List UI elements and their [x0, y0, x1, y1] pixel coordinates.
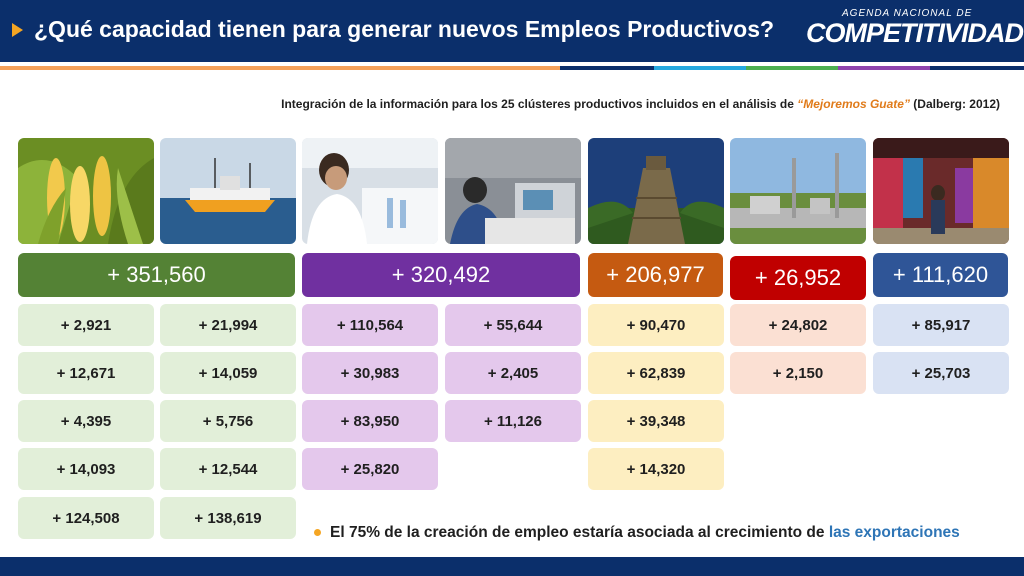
stripe-segment-navy-end [930, 66, 1024, 70]
cluster-value-cell: + 2,405 [445, 352, 581, 394]
mayan-temple-photo [588, 138, 724, 244]
cluster-value-cell: + 39,348 [588, 400, 724, 442]
cluster-value-cell: + 14,320 [588, 448, 724, 490]
cluster-value-cell: + 14,093 [18, 448, 154, 490]
bullet-dot-icon [314, 529, 321, 537]
cluster-value-cell: + 62,839 [588, 352, 724, 394]
cluster-value-cell: + 55,644 [445, 304, 581, 346]
cluster-value-cell: + 5,756 [160, 400, 296, 442]
cluster-value-cell: + 25,820 [302, 448, 438, 490]
cluster-value-cell: + 110,564 [302, 304, 438, 346]
logo-tagline: AGENDA NACIONAL DE [842, 8, 973, 19]
handicraft-market-photo [873, 138, 1009, 244]
cluster-value-cell: + 30,983 [302, 352, 438, 394]
total-cluster-group-3: + 206,977 [588, 253, 723, 297]
competitividad-logo: AGENDA NACIONAL DE COMPETITIVIDAD [806, 8, 1024, 54]
cluster-value-cell: + 11,126 [445, 400, 581, 442]
subtitle-suffix: (Dalberg: 2012) [909, 97, 1000, 111]
subtitle-source: Integración de la información para los 2… [281, 97, 1000, 111]
power-plant-photo [730, 138, 866, 244]
stripe-segment-green [746, 66, 838, 70]
subtitle-prefix: Integración de la información para los 2… [281, 97, 798, 111]
cluster-value-cell: + 83,950 [302, 400, 438, 442]
exports-note: El 75% de la creación de empleo estaría … [314, 524, 960, 542]
color-stripe [0, 66, 1024, 70]
corn-photo [18, 138, 154, 244]
stripe-segment-orange [0, 66, 560, 70]
stripe-segment-purple [838, 66, 930, 70]
stripe-segment-navy [560, 66, 654, 70]
cluster-value-cell: + 24,802 [730, 304, 866, 346]
total-cluster-group-5: + 111,620 [873, 253, 1008, 297]
cluster-value-cell: + 25,703 [873, 352, 1009, 394]
cluster-value-cell: + 85,917 [873, 304, 1009, 346]
total-cluster-group-1: + 351,560 [18, 253, 295, 297]
cluster-value-cell: + 90,470 [588, 304, 724, 346]
fishing-boat-photo [160, 138, 296, 244]
cluster-value-cell: + 14,059 [160, 352, 296, 394]
total-cluster-group-2: + 320,492 [302, 253, 580, 297]
header-bar: ¿Qué capacidad tienen para generar nuevo… [0, 0, 1024, 62]
cluster-value-cell: + 138,619 [160, 497, 296, 539]
cluster-value-cell: + 2,150 [730, 352, 866, 394]
textile-factory-photo [445, 138, 581, 244]
footer-bar [0, 557, 1024, 576]
note-highlight-exports: las exportaciones [828, 524, 960, 541]
total-cluster-group-4: + 26,952 [730, 256, 866, 300]
cluster-value-cell: + 124,508 [18, 497, 154, 539]
cluster-value-cell: + 2,921 [18, 304, 154, 346]
play-triangle-icon [12, 23, 23, 37]
cluster-value-cell: + 4,395 [18, 400, 154, 442]
cluster-value-cell: + 12,671 [18, 352, 154, 394]
page-title: ¿Qué capacidad tienen para generar nuevo… [34, 16, 775, 42]
cluster-value-cell: + 12,544 [160, 448, 296, 490]
laboratory-photo [302, 138, 438, 244]
stripe-segment-cyan [654, 66, 746, 70]
subtitle-highlight: “Mejoremos Guate” [797, 97, 910, 111]
note-text: El 75% de la creación de empleo estaría … [330, 524, 829, 541]
logo-wordmark: COMPETITIVIDAD [806, 18, 1024, 48]
cluster-value-cell: + 21,994 [160, 304, 296, 346]
